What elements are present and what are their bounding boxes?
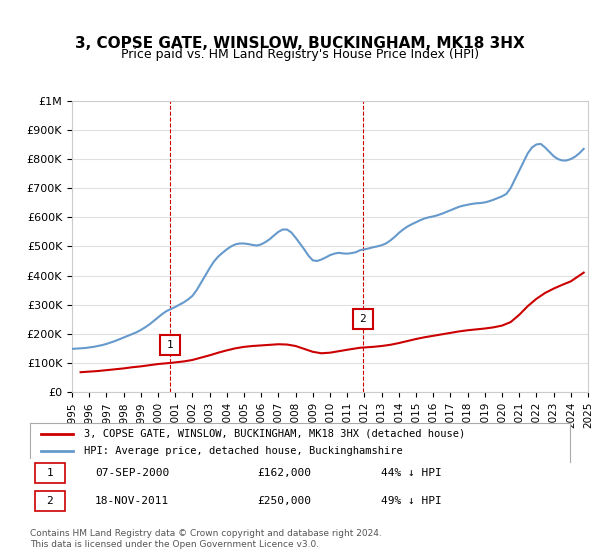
Text: HPI: Average price, detached house, Buckinghamshire: HPI: Average price, detached house, Buck…: [84, 446, 403, 456]
Text: 44% ↓ HPI: 44% ↓ HPI: [381, 468, 442, 478]
Text: 1: 1: [166, 340, 173, 350]
Text: £250,000: £250,000: [257, 496, 311, 506]
Text: 07-SEP-2000: 07-SEP-2000: [95, 468, 169, 478]
Text: 18-NOV-2011: 18-NOV-2011: [95, 496, 169, 506]
Text: Price paid vs. HM Land Registry's House Price Index (HPI): Price paid vs. HM Land Registry's House …: [121, 48, 479, 60]
Text: 3, COPSE GATE, WINSLOW, BUCKINGHAM, MK18 3HX (detached house): 3, COPSE GATE, WINSLOW, BUCKINGHAM, MK18…: [84, 429, 465, 439]
Text: 49% ↓ HPI: 49% ↓ HPI: [381, 496, 442, 506]
Text: £162,000: £162,000: [257, 468, 311, 478]
FancyBboxPatch shape: [35, 491, 65, 511]
Text: 2: 2: [47, 496, 53, 506]
FancyBboxPatch shape: [35, 463, 65, 483]
Text: 1: 1: [47, 468, 53, 478]
Text: Contains HM Land Registry data © Crown copyright and database right 2024.
This d: Contains HM Land Registry data © Crown c…: [30, 529, 382, 549]
Text: 3, COPSE GATE, WINSLOW, BUCKINGHAM, MK18 3HX: 3, COPSE GATE, WINSLOW, BUCKINGHAM, MK18…: [75, 36, 525, 52]
Text: 2: 2: [359, 314, 366, 324]
